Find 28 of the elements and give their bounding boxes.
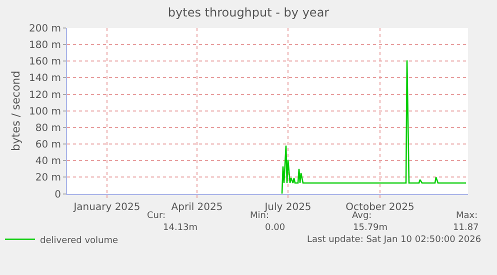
x-tick-label: January 2025 [72,202,140,213]
text: Last update: Sat Jan 10 02:50:00 2026 [307,235,482,245]
y-tick-label: 180 m [28,40,61,52]
text: 14.13m [163,223,198,233]
y-tick-label: 0 [54,189,61,200]
text: Avg: [352,211,372,221]
y-axis-title: bytes / second [10,70,23,151]
text: 15.79m [353,223,388,233]
chart-title: bytes throughput - by year [168,6,330,20]
y-tick-label: 120 m [28,90,61,101]
y-tick-label: 20 m [35,172,61,184]
y-tick-label: 160 m [28,56,61,68]
x-tick-label: October 2025 [346,202,414,213]
y-tick-label: 80 m [35,122,61,134]
x-tick-label: April 2025 [171,202,223,213]
text: 11.87 [453,223,479,233]
y-tick-label: 200 m [28,24,61,34]
y-tick-label: 60 m [35,140,61,151]
x-tick-label: July 2025 [264,202,312,213]
text: Max: [456,211,478,221]
text: Cur: [147,211,166,221]
y-tick-label: 100 m [28,106,61,118]
y-tick-label: 40 m [35,156,61,168]
text: 0.00 [265,223,286,233]
text: Min: [250,211,270,221]
line-series [281,60,467,194]
legend-label: delivered volume [40,236,119,246]
y-tick-label: 140 m [28,73,61,84]
